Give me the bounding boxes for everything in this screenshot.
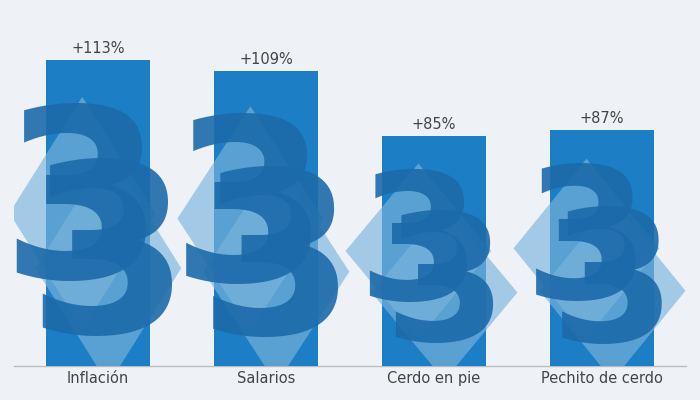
Bar [214, 71, 318, 366]
Polygon shape [372, 205, 517, 380]
Text: 3: 3 [357, 166, 480, 336]
Text: 3: 3 [172, 109, 330, 328]
Text: +87%: +87% [580, 111, 624, 126]
Text: +113%: +113% [71, 41, 125, 56]
Text: +85%: +85% [412, 117, 456, 132]
Bar [46, 60, 150, 366]
Text: 3: 3 [27, 154, 190, 382]
Bar [550, 130, 654, 366]
Polygon shape [36, 152, 181, 385]
Text: +109%: +109% [239, 52, 293, 67]
Bar [382, 136, 486, 366]
Polygon shape [177, 106, 323, 331]
Text: 3: 3 [550, 203, 676, 379]
Polygon shape [514, 159, 659, 338]
Text: 3: 3 [383, 207, 506, 378]
Polygon shape [346, 164, 491, 339]
Polygon shape [9, 97, 155, 330]
Text: 3: 3 [1, 99, 164, 327]
Text: 3: 3 [197, 162, 356, 381]
Polygon shape [204, 160, 349, 384]
Text: 3: 3 [524, 160, 650, 336]
Polygon shape [540, 201, 685, 380]
